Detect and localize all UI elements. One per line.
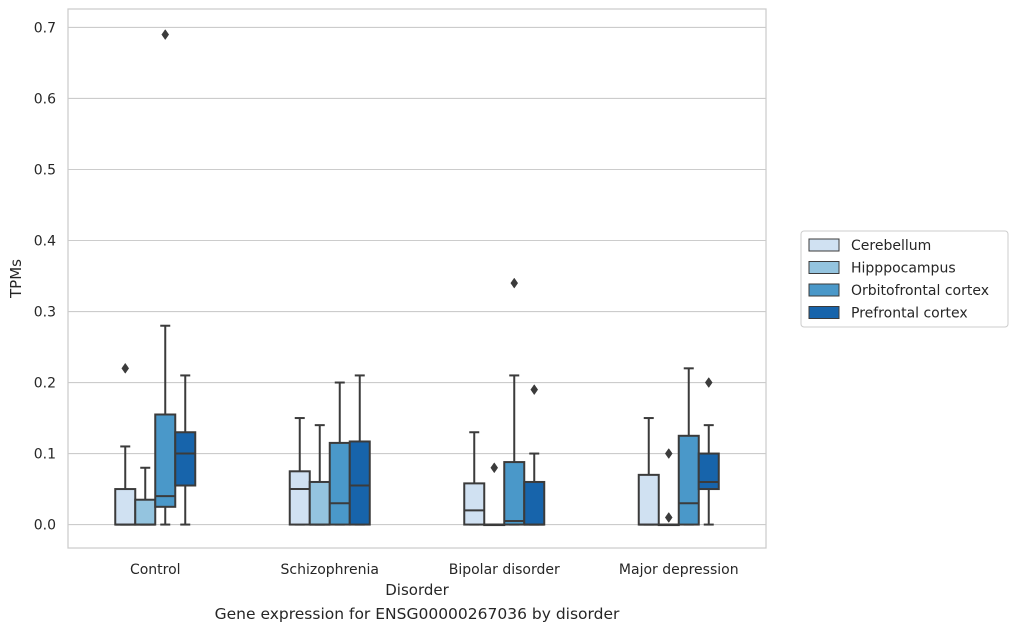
legend-frame (800, 230, 1009, 328)
outlier-point (161, 29, 170, 41)
legend: Cerebellum Hipppocampus Orbitofrontal cort… (800, 230, 1009, 328)
outlier-point (704, 377, 713, 388)
y-tick-label: 0.5 (34, 162, 56, 178)
figure-caption: Gene expression for ENSG00000267036 by d… (214, 605, 620, 623)
x-tick-labels: Control Schizophrenia Bipolar disorder Majo… (130, 562, 739, 578)
box-body (523, 480, 546, 526)
box-hipppocampus (134, 466, 157, 526)
y-tick-label: 0.6 (34, 91, 56, 107)
box-cerebellum (463, 431, 486, 526)
y-tick-labels: 0.0 0.1 0.2 0.3 0.4 0.5 0.6 0.7 (34, 20, 56, 533)
legend-swatch (808, 306, 840, 319)
x-tick-label: Control (130, 562, 181, 578)
box-orbitofrontal-cortex (503, 277, 526, 526)
x-tick-label: Bipolar disorder (449, 562, 560, 578)
box-body (114, 488, 137, 526)
box-body (677, 434, 700, 526)
legend-swatch (808, 261, 840, 274)
outlier-point (510, 277, 519, 289)
box-hipppocampus (657, 448, 680, 527)
outlier-point (121, 362, 130, 374)
legend-label: Cerebellum (851, 238, 931, 254)
box-body (503, 461, 526, 526)
x-axis-title: Disorder (385, 581, 449, 599)
box-cerebellum (114, 362, 137, 526)
boxes (114, 29, 720, 527)
legend-label: Orbitofrontal cortex (851, 283, 989, 299)
box-body (348, 440, 371, 526)
box-body (637, 473, 660, 526)
x-tick-label: Schizophrenia (281, 562, 379, 578)
outlier-point (490, 462, 499, 474)
box-body (154, 413, 177, 508)
outlier-point (530, 384, 539, 396)
outlier-point (664, 448, 673, 459)
box-prefrontal-cortex (348, 374, 371, 526)
box-body (463, 482, 486, 526)
plot-frame (67, 8, 767, 549)
box-prefrontal-cortex (523, 384, 546, 526)
box-body (308, 480, 331, 526)
box-body (288, 470, 311, 526)
y-tick-label: 0.0 (34, 518, 56, 534)
box-body (134, 498, 157, 526)
legend-swatch (808, 238, 840, 252)
box-body (697, 452, 720, 491)
y-tick-label: 0.4 (34, 234, 56, 250)
box-body (328, 441, 351, 526)
legend-label: Hipppocampus (851, 261, 956, 277)
box-prefrontal-cortex (174, 374, 197, 526)
box-hipppocampus (308, 424, 331, 526)
legend-label: Prefrontal cortex (851, 306, 968, 322)
box-prefrontal-cortex (697, 377, 720, 526)
box-cerebellum (288, 417, 311, 526)
box-body (174, 431, 197, 487)
outlier-point (664, 512, 673, 523)
box-orbitofrontal-cortex (677, 367, 700, 526)
box-cerebellum (637, 417, 660, 526)
y-tick-label: 0.7 (34, 20, 56, 36)
x-tick-label: Major depression (619, 562, 739, 578)
y-tick-label: 0.2 (34, 376, 56, 392)
y-tick-label: 0.3 (34, 305, 56, 321)
y-tick-label: 0.1 (34, 447, 56, 463)
box-hipppocampus (483, 462, 506, 527)
box-orbitofrontal-cortex (328, 381, 351, 526)
y-axis-title: TPMs (7, 259, 25, 299)
legend-swatch (808, 283, 840, 297)
box-orbitofrontal-cortex (154, 29, 177, 526)
